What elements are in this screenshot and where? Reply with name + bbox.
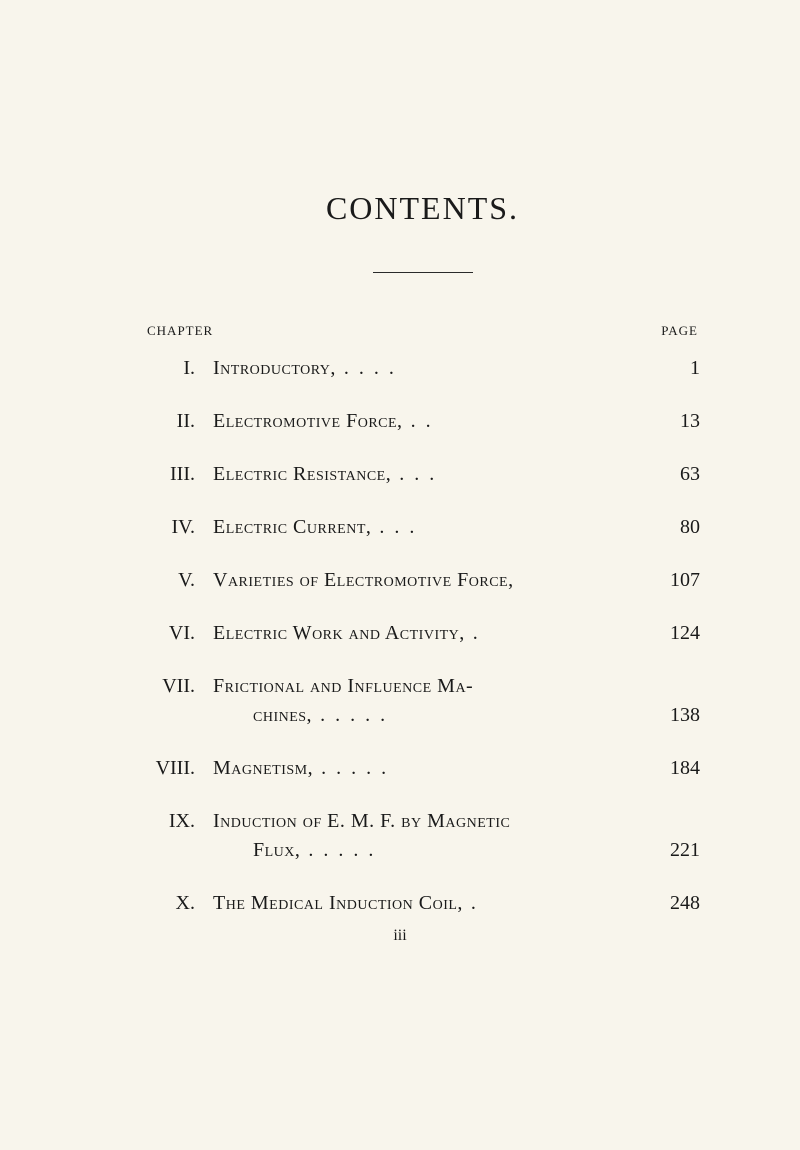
- chapter-roman: III.: [145, 463, 213, 486]
- toc-entry: VIII. Magnetism,..... 184: [145, 757, 700, 780]
- chapter-roman: VIII.: [145, 757, 213, 780]
- page-number: 138: [650, 704, 700, 727]
- continuation-text: Flux,.....: [253, 839, 383, 862]
- chapter-roman: II.: [145, 410, 213, 433]
- toc-entry: I. Introductory,.... 1: [145, 357, 700, 380]
- leader-dots: .: [463, 892, 486, 914]
- chapter-header: CHAPTER: [147, 323, 213, 339]
- chapter-title: Electromotive Force,..: [213, 410, 650, 433]
- chapter-roman: IX.: [145, 810, 213, 833]
- column-headers: CHAPTER PAGE: [145, 323, 700, 339]
- chapter-title: Frictional and Influence Ma-: [213, 675, 650, 698]
- leader-dots: .....: [312, 704, 395, 726]
- chapter-title: Electric Resistance,...: [213, 463, 650, 486]
- toc-continuation: chines,..... 138: [253, 704, 700, 727]
- chapter-title: Induction of E. M. F. by Magnetic: [213, 810, 650, 833]
- toc-continuation: Flux,..... 221: [253, 839, 700, 862]
- continuation-text: chines,.....: [253, 704, 395, 727]
- chapter-roman: VI.: [145, 622, 213, 645]
- leader-dots: .....: [313, 757, 396, 779]
- chapter-roman: I.: [145, 357, 213, 380]
- toc-entry: IV. Electric Current,... 80: [145, 516, 700, 539]
- toc-entry: VI. Electric Work and Activity,. 124: [145, 622, 700, 645]
- chapter-roman: IV.: [145, 516, 213, 539]
- chapter-title: Electric Work and Activity,.: [213, 622, 650, 645]
- chapter-title: Introductory,....: [213, 357, 650, 380]
- page-number: 248: [650, 892, 700, 915]
- toc-entry: III. Electric Resistance,... 63: [145, 463, 700, 486]
- page-number: 80: [650, 516, 700, 539]
- leader-dots: ...: [391, 463, 444, 485]
- page-number: 221: [650, 839, 700, 862]
- toc-entry: X. The Medical Induction Coil,. 248: [145, 892, 700, 915]
- toc-entry: II. Electromotive Force,.. 13: [145, 410, 700, 433]
- page-footer-number: iii: [100, 927, 700, 945]
- chapter-roman: X.: [145, 892, 213, 915]
- chapter-roman: V.: [145, 569, 213, 592]
- chapter-title: Magnetism,.....: [213, 757, 650, 780]
- leader-dots: ...: [371, 516, 424, 538]
- chapter-title: Varieties of Electromotive Force,: [213, 569, 650, 592]
- chapter-title: The Medical Induction Coil,.: [213, 892, 650, 915]
- page-number: 1: [650, 357, 700, 380]
- chapter-title: Electric Current,...: [213, 516, 650, 539]
- contents-title: CONTENTS.: [145, 190, 700, 227]
- page-number: 184: [650, 757, 700, 780]
- toc-entry: IX. Induction of E. M. F. by Magnetic: [145, 810, 700, 833]
- leader-dots: .....: [300, 839, 383, 861]
- leader-dots: ..: [403, 410, 441, 432]
- title-divider: [373, 272, 473, 273]
- leader-dots: [514, 569, 522, 591]
- leader-dots: .: [465, 622, 488, 644]
- chapter-roman: VII.: [145, 675, 213, 698]
- toc-entry: VII. Frictional and Influence Ma-: [145, 675, 700, 698]
- leader-dots: ....: [336, 357, 404, 379]
- page-number: 124: [650, 622, 700, 645]
- page-number: 13: [650, 410, 700, 433]
- page-number: 107: [650, 569, 700, 592]
- page-number: 63: [650, 463, 700, 486]
- toc-entry: V. Varieties of Electromotive Force, 107: [145, 569, 700, 592]
- page-header: PAGE: [661, 323, 698, 339]
